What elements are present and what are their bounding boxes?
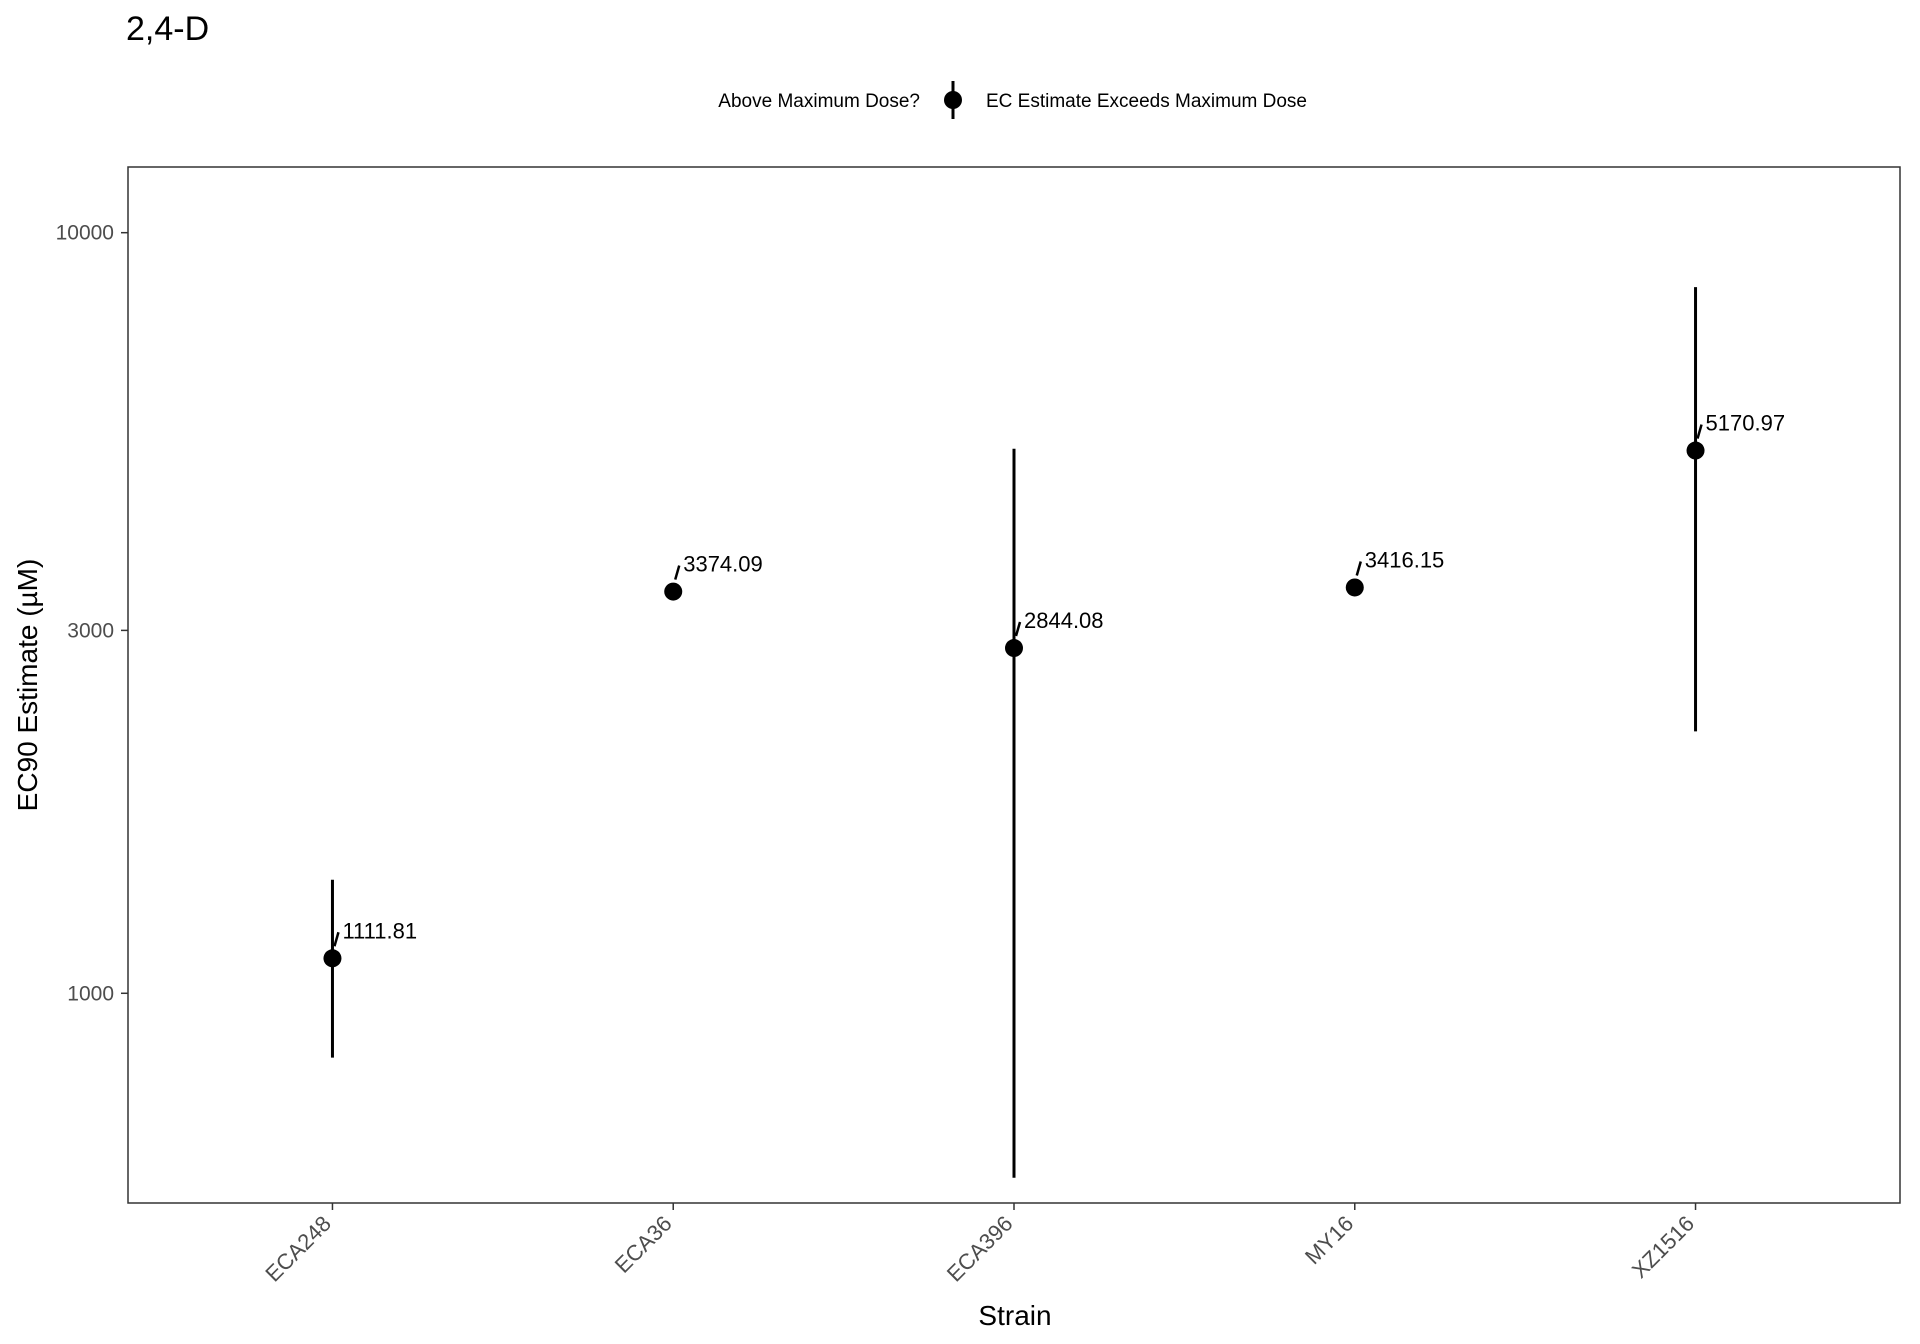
data-label: 5170.97 bbox=[1706, 411, 1786, 436]
label-leader bbox=[1696, 424, 1703, 439]
legend-key-point bbox=[944, 91, 962, 109]
x-axis-title: Strain bbox=[978, 1300, 1051, 1331]
data-label: 1111.81 bbox=[342, 918, 417, 943]
data-label: 3416.15 bbox=[1365, 547, 1445, 572]
legend-label: EC Estimate Exceeds Maximum Dose bbox=[986, 91, 1307, 112]
label-leader bbox=[1014, 621, 1022, 637]
label-leader bbox=[1355, 561, 1362, 576]
y-tick-label: 3000 bbox=[67, 619, 114, 642]
y-tick-label: 1000 bbox=[67, 982, 114, 1005]
data-marks: 1111.81 3374.09 2844.08 3416.15 5170.97 bbox=[323, 287, 1785, 1178]
label-leader bbox=[674, 565, 681, 580]
label-leader bbox=[333, 931, 340, 947]
x-axis: ECA248 ECA36 ECA396 MY16 XZ1516 bbox=[260, 1203, 1699, 1286]
x-tick-label: ECA36 bbox=[610, 1211, 677, 1278]
y-tick-label: 10000 bbox=[56, 222, 114, 245]
x-tick-label: ECA396 bbox=[942, 1211, 1018, 1287]
data-point bbox=[323, 949, 342, 968]
legend: Above Maximum Dose? EC Estimate Exceeds … bbox=[718, 81, 1307, 119]
x-tick-label: ECA248 bbox=[260, 1211, 336, 1287]
y-axis: 1000 3000 10000 bbox=[56, 222, 128, 1005]
legend-title: Above Maximum Dose? bbox=[718, 91, 920, 112]
data-point bbox=[1005, 639, 1023, 658]
data-point bbox=[1686, 441, 1705, 460]
x-tick-label: MY16 bbox=[1300, 1211, 1358, 1269]
data-label: 2844.08 bbox=[1024, 608, 1104, 633]
chart-title: 2,4-D bbox=[126, 10, 209, 48]
data-point bbox=[1345, 578, 1364, 597]
data-label: 3374.09 bbox=[683, 552, 763, 577]
x-tick-label: XZ1516 bbox=[1627, 1211, 1699, 1283]
y-axis-title: EC90 Estimate (µM) bbox=[12, 559, 43, 812]
data-point bbox=[664, 582, 683, 601]
